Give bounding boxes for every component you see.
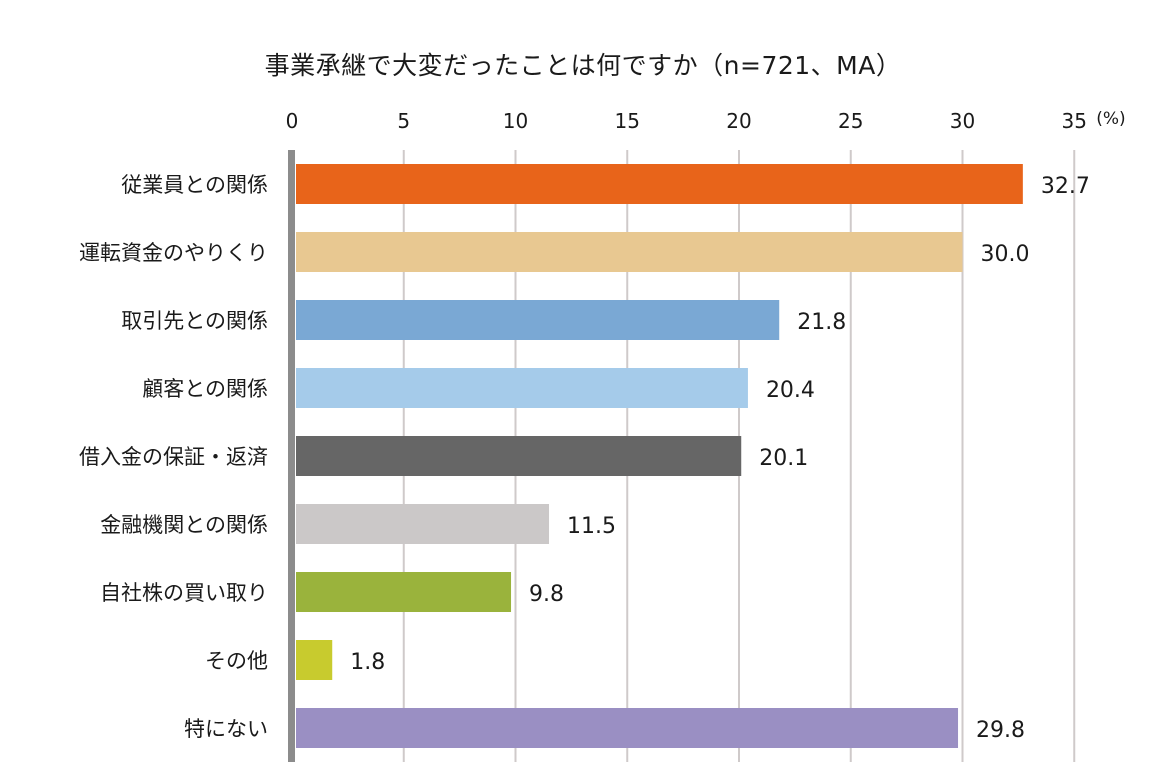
x-tick-label: 10 [503, 109, 528, 133]
x-tick-label: 20 [726, 109, 751, 133]
bar [296, 164, 1023, 204]
bar [296, 504, 550, 544]
bar [296, 436, 742, 476]
x-axis-ticks: 0 5 10 15 20 25 30 35 (%) [286, 109, 1126, 133]
unit-label: (%) [1096, 109, 1125, 129]
value-label: 1.8 [350, 650, 385, 675]
x-tick-label: 30 [950, 109, 975, 133]
category-label: 金融機関との関係 [100, 513, 268, 537]
bar [296, 232, 963, 272]
x-tick-label: 35 [1062, 109, 1087, 133]
bar [296, 300, 780, 340]
bar [296, 572, 512, 612]
bar [296, 368, 748, 408]
bar [296, 708, 959, 748]
category-label: 取引先との関係 [121, 309, 268, 333]
category-label: 従業員との関係 [121, 173, 268, 197]
chart-title: 事業承継で大変だったことは何ですか（n=721、MA） [264, 51, 902, 80]
value-label: 20.4 [766, 378, 815, 403]
category-label: 顧客との関係 [142, 377, 268, 401]
value-label: 21.8 [797, 310, 846, 335]
category-label: 借入金の保証・返済 [79, 445, 268, 469]
category-label: 運転資金のやりくり [79, 241, 268, 265]
value-label: 20.1 [759, 446, 808, 471]
value-label: 9.8 [529, 582, 564, 607]
bar [296, 640, 333, 680]
bars [296, 164, 1023, 748]
category-label: その他 [205, 649, 268, 673]
value-label: 29.8 [976, 718, 1025, 743]
category-label: 特にない [184, 717, 268, 741]
y-axis-line [288, 150, 295, 762]
category-label: 自社株の買い取り [100, 581, 268, 605]
value-label: 11.5 [567, 514, 616, 539]
value-label: 30.0 [981, 242, 1030, 267]
x-tick-label: 5 [397, 109, 410, 133]
x-tick-label: 0 [286, 109, 299, 133]
y-axis [288, 150, 295, 762]
x-tick-label: 25 [838, 109, 863, 133]
value-label: 32.7 [1041, 174, 1090, 199]
labels: 従業員との関係 32.7 運転資金のやりくり 30.0 取引先との関係 21.8 顧客との関… [79, 173, 1090, 743]
x-tick-label: 15 [615, 109, 640, 133]
